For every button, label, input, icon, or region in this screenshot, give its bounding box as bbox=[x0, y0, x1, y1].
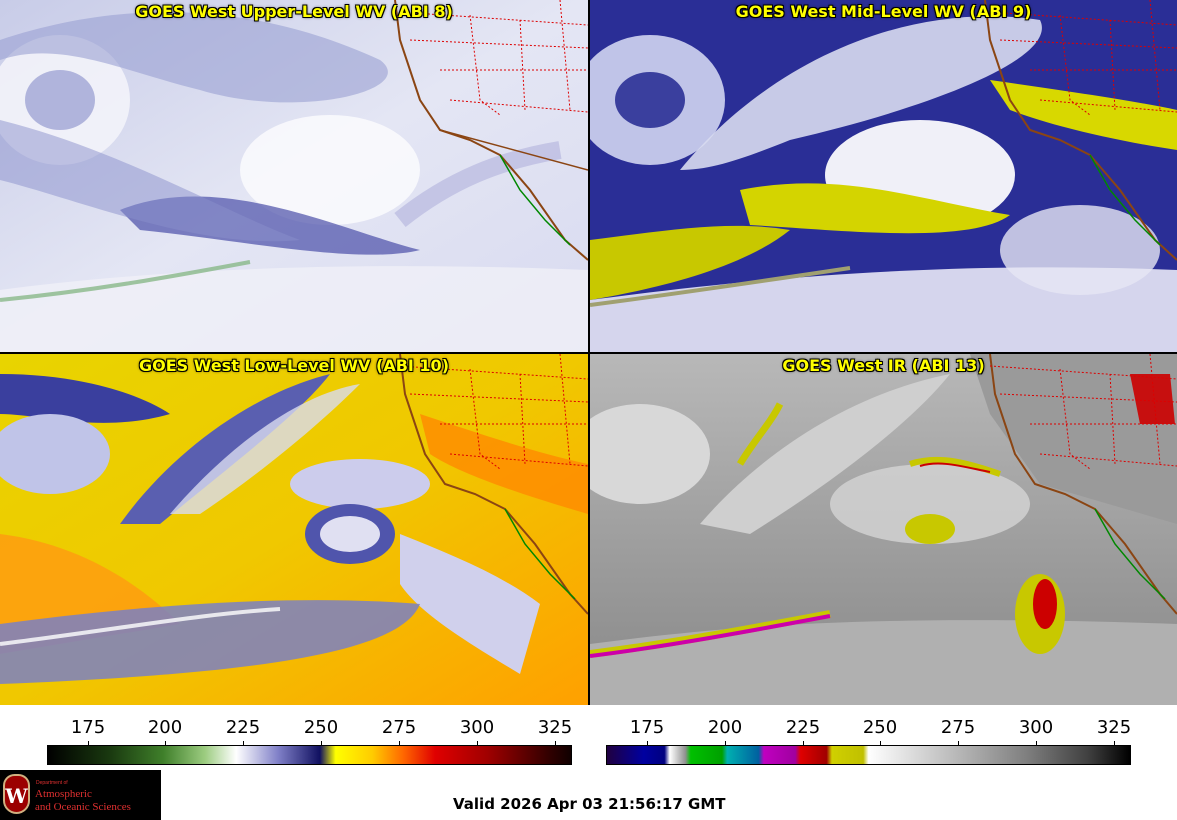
low-level-wv-image bbox=[0, 354, 588, 705]
ir-image bbox=[590, 354, 1177, 705]
wv-scale-tick-label: 300 bbox=[459, 717, 495, 738]
ir-color-bar bbox=[606, 745, 1131, 765]
ir-scale-tick-label: 200 bbox=[707, 717, 743, 738]
wv-scale-tick-label: 275 bbox=[381, 717, 417, 738]
logo-line2: and Oceanic Sciences bbox=[35, 801, 131, 813]
ir-scale-tick-label: 250 bbox=[862, 717, 898, 738]
mid-level-wv-panel: GOES West Mid-Level WV (ABI 9) bbox=[590, 0, 1177, 352]
wv-scale-tick-label: 175 bbox=[70, 717, 106, 738]
logo-line1: Atmospheric bbox=[35, 788, 92, 800]
wv-scale-tick-label: 225 bbox=[225, 717, 261, 738]
upper-level-wv-image bbox=[0, 0, 588, 352]
wv-scale-tick-label: 200 bbox=[147, 717, 183, 738]
ir-scale-tick-label: 175 bbox=[629, 717, 665, 738]
ir-scale-tick-label: 275 bbox=[940, 717, 976, 738]
panel-title: GOES West IR (ABI 13) bbox=[782, 356, 985, 375]
ir-color-scale: 175 200 225 250 275 300 325 bbox=[590, 705, 1177, 770]
wv-color-scale: 175 200 225 250 275 300 325 bbox=[0, 705, 588, 770]
upper-level-wv-panel: GOES West Upper-Level WV (ABI 8) bbox=[0, 0, 588, 352]
low-level-wv-panel: GOES West Low-Level WV (ABI 10) bbox=[0, 354, 588, 705]
crest-icon: W bbox=[3, 774, 30, 814]
panel-title: GOES West Low-Level WV (ABI 10) bbox=[138, 356, 449, 375]
logo-dept-text: Department of bbox=[36, 780, 68, 786]
wv-scale-tick-label: 250 bbox=[303, 717, 339, 738]
wv-scale-tick-label: 325 bbox=[537, 717, 573, 738]
valid-time: Valid 2026 Apr 03 21:56:17 GMT bbox=[453, 795, 726, 813]
ir-scale-tick-label: 300 bbox=[1018, 717, 1054, 738]
ir-scale-tick-label: 225 bbox=[785, 717, 821, 738]
wv-color-bar bbox=[47, 745, 572, 765]
panel-title: GOES West Mid-Level WV (ABI 9) bbox=[735, 2, 1032, 21]
panel-title: GOES West Upper-Level WV (ABI 8) bbox=[135, 2, 453, 21]
ir-scale-tick-label: 325 bbox=[1096, 717, 1132, 738]
aos-logo: W Department of Atmospheric and Oceanic … bbox=[0, 770, 161, 820]
panel-divider-horizontal bbox=[0, 352, 1177, 354]
ir-panel: GOES West IR (ABI 13) bbox=[590, 354, 1177, 705]
mid-level-wv-image bbox=[590, 0, 1177, 352]
